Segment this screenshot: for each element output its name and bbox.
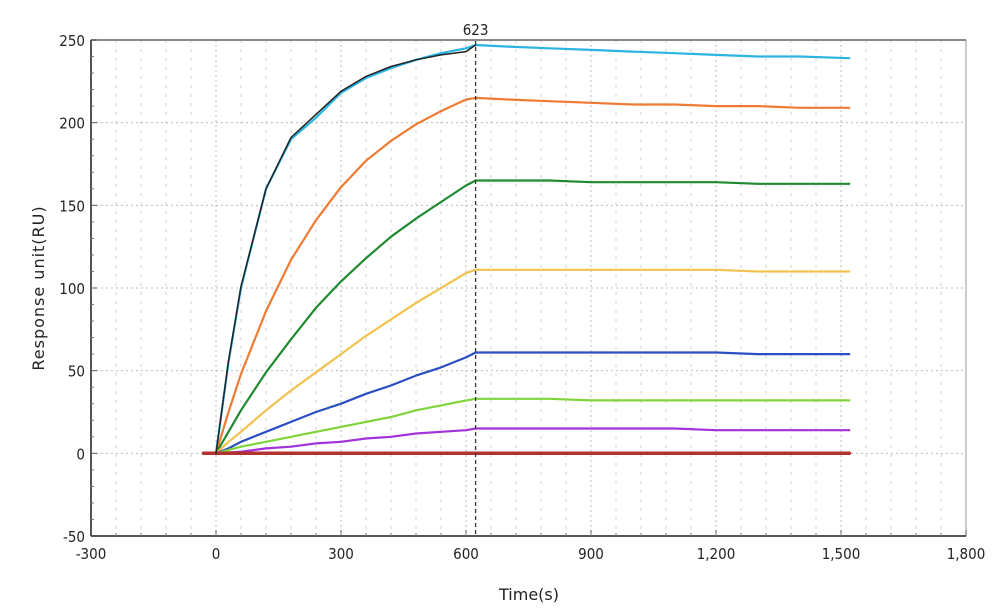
series-line-3: [214, 179, 851, 455]
x-tick-label: 1,200: [697, 545, 736, 563]
grid: [91, 40, 966, 536]
x-tick-label: 600: [453, 545, 479, 563]
axes: -300 0 300 600 900 1,200 1,500 1,800 -50 0 50 100 15…: [59, 32, 985, 563]
series-line-5: [214, 351, 851, 455]
x-tick-label: 1,500: [822, 545, 861, 563]
y-tick-label: 250: [59, 32, 85, 50]
x-tick-label: -300: [76, 545, 107, 563]
y-tick-label: 100: [59, 280, 85, 298]
series-line-4: [214, 268, 851, 455]
x-axis-label: Time(s): [498, 585, 559, 604]
x-tick-label: 1,800: [947, 545, 986, 563]
y-tick-label: 150: [59, 197, 85, 215]
series-line-2: [214, 96, 851, 455]
y-tick-label: 0: [76, 445, 85, 463]
series-line-7: [214, 427, 851, 455]
x-tick-label: 0: [212, 545, 221, 563]
series-line-6: [214, 397, 851, 455]
fit-curve: [215, 44, 477, 455]
x-tick-label: 900: [578, 545, 604, 563]
y-tick-label: -50: [63, 528, 85, 546]
x-tick-label: 300: [328, 545, 354, 563]
y-tick-label: 50: [68, 363, 85, 381]
cursor-label: 623: [463, 21, 489, 39]
y-tick-label: 200: [59, 115, 85, 133]
series-group: [201, 43, 852, 456]
y-axis-label: Response unit(RU): [29, 205, 48, 370]
